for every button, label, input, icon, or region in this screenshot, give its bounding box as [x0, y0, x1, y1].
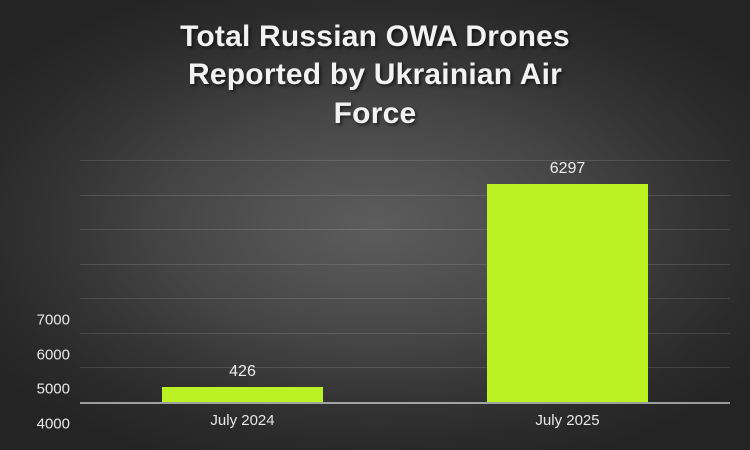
chart-title: Total Russian OWA Drones Reported by Ukr… — [60, 18, 690, 133]
gridline — [80, 402, 730, 404]
gridline — [80, 298, 730, 300]
bar-value-label: 6297 — [549, 160, 586, 178]
y-axis-tick-label: 5000 — [36, 380, 70, 398]
bar-value-label: 426 — [229, 363, 256, 381]
gridline — [80, 263, 730, 265]
y-axis-tick-label: 6000 — [36, 346, 70, 364]
gridline — [80, 367, 730, 369]
y-axis-tick-label: 4000 — [36, 415, 70, 433]
x-axis-tick-label: July 2025 — [535, 412, 600, 429]
chart-title-line-3: Force — [333, 96, 417, 130]
chart-title-line-2: Reported by Ukrainian Air — [188, 58, 562, 92]
gridline — [80, 160, 730, 161]
y-axis-tick-label: 7000 — [36, 311, 70, 329]
x-axis-tick-label: July 2024 — [210, 412, 275, 429]
gridline — [80, 229, 730, 231]
bar[interactable] — [487, 184, 648, 402]
chart-title-line-1: Total Russian OWA Drones — [180, 20, 570, 53]
plot-area: 426 6297 — [80, 160, 730, 404]
gridline — [80, 332, 730, 334]
gridline — [80, 194, 730, 196]
bar[interactable] — [162, 387, 323, 402]
